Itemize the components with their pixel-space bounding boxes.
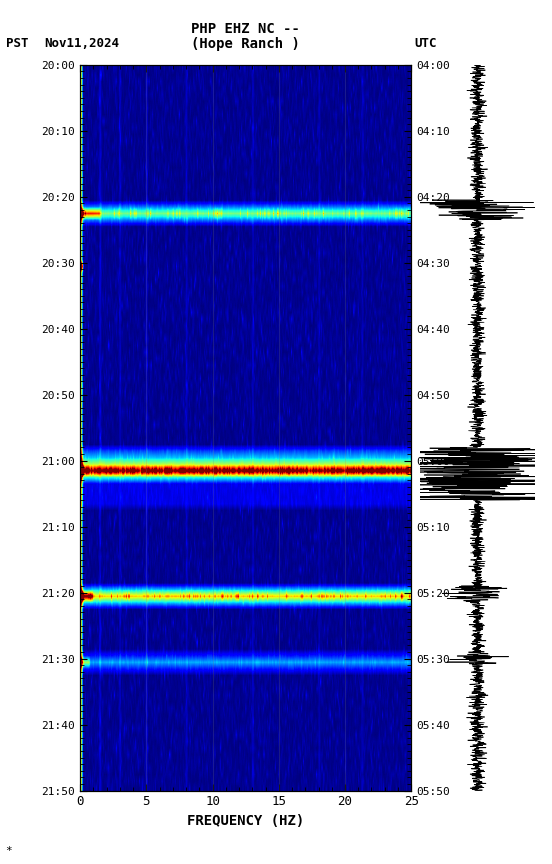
X-axis label: FREQUENCY (HZ): FREQUENCY (HZ) (187, 814, 304, 828)
Text: PHP EHZ NC --: PHP EHZ NC -- (191, 22, 300, 35)
Text: Nov11,2024: Nov11,2024 (44, 37, 119, 50)
Text: *: * (6, 846, 12, 855)
Text: UTC: UTC (414, 37, 437, 50)
Text: PST: PST (6, 37, 28, 50)
Text: (Hope Ranch ): (Hope Ranch ) (191, 37, 300, 51)
